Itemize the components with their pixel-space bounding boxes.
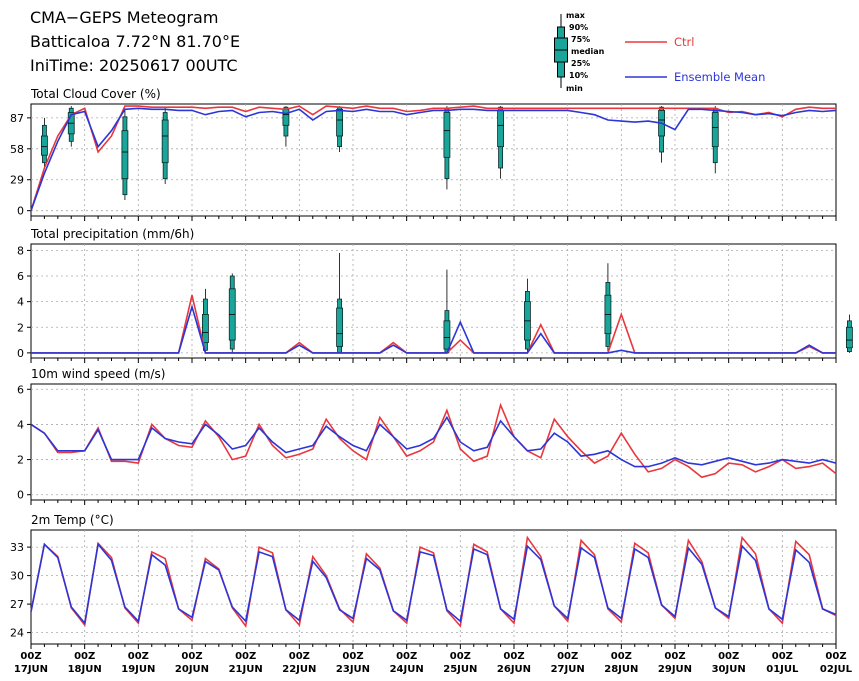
x-date-label: 02JUL: [820, 664, 853, 675]
panel-title: Total precipitation (mm/6h): [30, 227, 194, 241]
box-inner: [336, 108, 343, 137]
x-date-label: 01JUL: [766, 664, 799, 675]
box-legend-label: 90%: [569, 23, 588, 32]
box-inner: [161, 119, 169, 164]
box-legend-label: 25%: [571, 59, 590, 68]
x-hour-label: 00Z: [825, 651, 846, 662]
y-tick-label: 58: [10, 143, 24, 156]
y-tick-label: 87: [10, 112, 24, 125]
series-line-ctrl: [30, 105, 836, 211]
x-hour-label: 00Z: [289, 651, 310, 662]
y-tick-label: 0: [17, 489, 24, 502]
y-tick-label: 0: [17, 205, 24, 218]
box-inner: [202, 314, 209, 344]
x-hour-label: 00Z: [74, 651, 95, 662]
x-date-label: 18JUN: [68, 664, 102, 675]
panel-4: 2m Temp (°C) 24 27 30 33: [10, 513, 837, 649]
x-date-label: 27JUN: [551, 664, 585, 675]
x-hour-label: 00Z: [181, 651, 202, 662]
box-legend-label: median: [571, 47, 605, 56]
x-hour-label: 00Z: [503, 651, 524, 662]
y-tick-label: 6: [17, 383, 24, 396]
panel-2: Total precipitation (mm/6h) 0 2 4 6 8: [17, 227, 853, 363]
y-tick-label: 6: [17, 270, 24, 283]
y-tick-label: 2: [17, 321, 24, 334]
x-hour-label: 00Z: [557, 651, 578, 662]
box-inner: [443, 320, 451, 350]
panel-frame: [30, 243, 837, 359]
panel-title: 2m Temp (°C): [31, 513, 114, 527]
panel-3: 10m wind speed (m/s) 0 2 4 6: [17, 367, 837, 505]
x-date-label: 19JUN: [121, 664, 155, 675]
series-line-ctrl: [31, 295, 836, 354]
box-inner: [846, 326, 853, 349]
y-tick-label: 27: [10, 598, 24, 611]
series-line-ensemble-mean: [30, 415, 837, 468]
y-tick-label: 4: [17, 296, 24, 309]
y-tick-label: 4: [17, 418, 24, 431]
series-line-ensemble-mean: [30, 107, 837, 211]
chart-title: CMA−GEPS Meteogram: [30, 8, 219, 27]
y-tick-label: 30: [10, 570, 24, 583]
x-date-label: 25JUN: [443, 664, 477, 675]
y-tick-label: 33: [10, 541, 24, 554]
box-inner: [282, 108, 290, 126]
x-date-label: 20JUN: [175, 664, 209, 675]
x-hour-label: 00Z: [718, 651, 739, 662]
x-date-label: 23JUN: [336, 664, 370, 675]
panel-title: 10m wind speed (m/s): [31, 367, 165, 381]
y-tick-label: 24: [10, 627, 24, 640]
box-inner: [497, 110, 504, 148]
x-date-label: 29JUN: [658, 664, 692, 675]
x-hour-label: 00Z: [772, 651, 793, 662]
x-hour-label: 00Z: [20, 651, 41, 662]
x-date-label: 30JUN: [712, 664, 746, 675]
box-legend-label: 10%: [569, 71, 588, 80]
x-date-label: 24JUN: [390, 664, 424, 675]
series-line-ensemble-mean: [31, 303, 836, 354]
panel-1: Total Cloud Cover (%) 0 29 58 87: [10, 87, 837, 221]
x-hour-label: 00Z: [611, 651, 632, 662]
line-legend-label: Ctrl: [674, 35, 694, 49]
box-legend-label: max: [566, 11, 586, 20]
x-hour-label: 00Z: [396, 651, 417, 662]
box-inner: [711, 112, 719, 148]
box-inner: [336, 307, 343, 347]
line-legend-label: Ensemble Mean: [674, 70, 765, 84]
box-inner: [443, 112, 451, 158]
box-legend-label: 75%: [571, 35, 590, 44]
y-tick-label: 29: [10, 174, 24, 187]
y-tick-label: 2: [17, 454, 24, 467]
box-inner: [121, 130, 129, 180]
y-tick-label: 8: [17, 244, 24, 257]
station-label: Batticaloa 7.72°N 81.70°E: [30, 32, 241, 51]
y-tick-label: 0: [17, 347, 24, 360]
series-line-ensemble-mean: [30, 542, 837, 625]
x-date-label: 26JUN: [497, 664, 531, 675]
series-line-ctrl: [30, 402, 837, 479]
x-hour-label: 00Z: [450, 651, 471, 662]
x-date-label: 21JUN: [229, 664, 263, 675]
box-inner: [41, 135, 48, 156]
x-hour-label: 00Z: [235, 651, 256, 662]
panel-title: Total Cloud Cover (%): [30, 87, 161, 101]
x-date-label: 28JUN: [604, 664, 638, 675]
box-legend-label: min: [566, 84, 583, 93]
init-time-label: IniTime: 20250617 00UTC: [30, 56, 238, 75]
x-hour-label: 00Z: [342, 651, 363, 662]
series-line-ctrl: [30, 535, 837, 628]
x-date-label: 22JUN: [282, 664, 316, 675]
x-date-label: 17JUN: [14, 664, 48, 675]
x-hour-label: 00Z: [664, 651, 685, 662]
x-hour-label: 00Z: [128, 651, 149, 662]
